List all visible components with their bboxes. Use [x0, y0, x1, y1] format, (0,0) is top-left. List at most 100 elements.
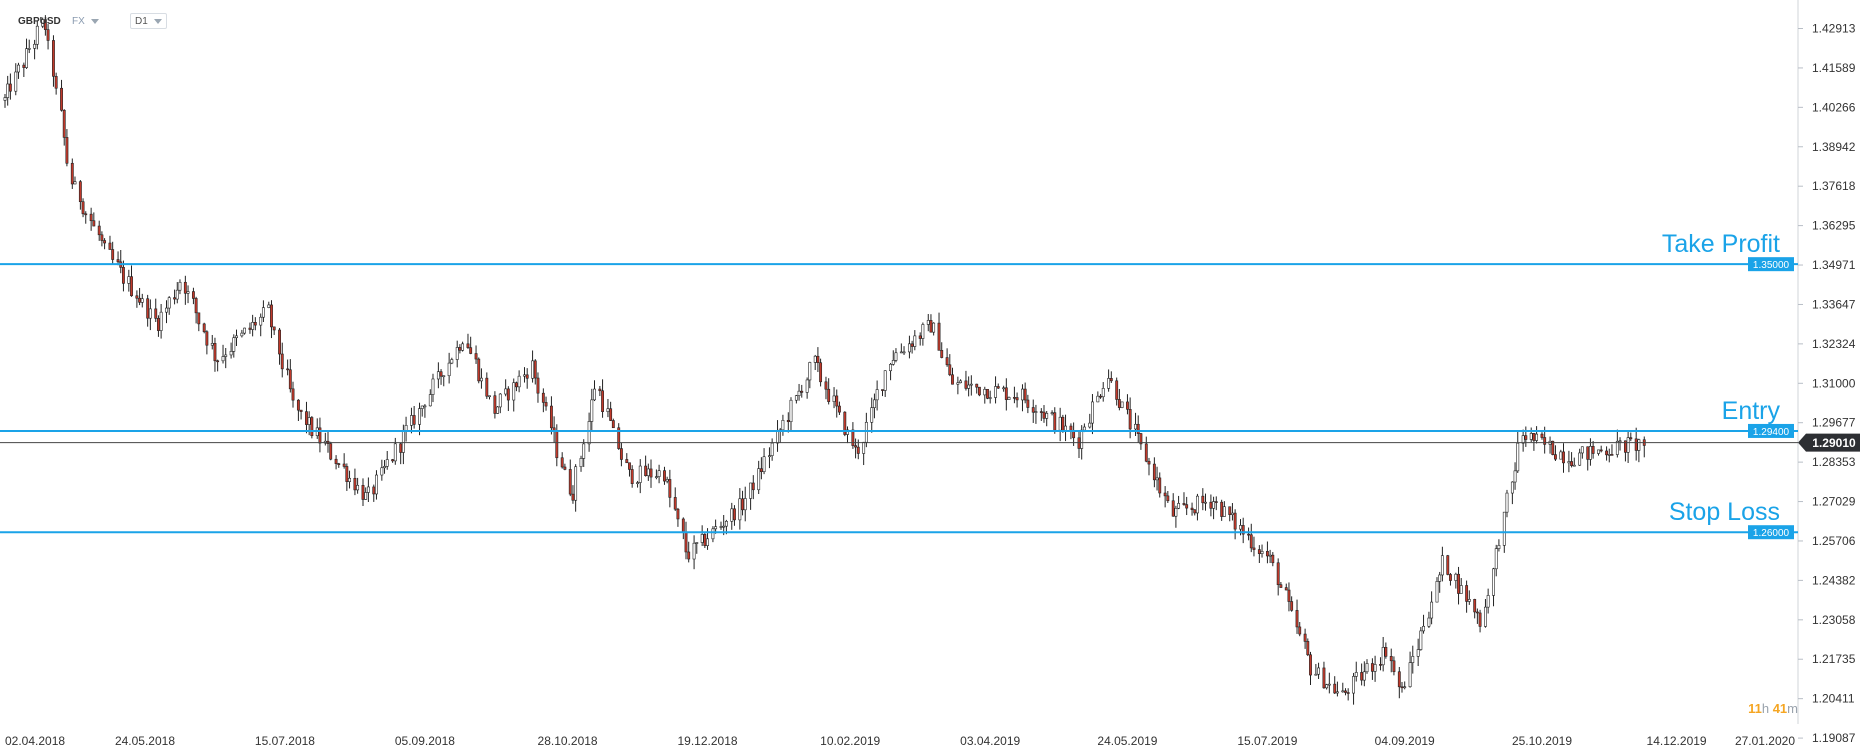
symbol-label[interactable]: GBPUSD — [18, 15, 61, 27]
candle-body-403 — [1521, 435, 1525, 444]
candle-body-317 — [1196, 495, 1199, 514]
candle-body-81 — [307, 417, 311, 425]
candle-body-156 — [590, 399, 594, 422]
candle-body-428 — [1615, 440, 1619, 455]
candle-body-378 — [1427, 617, 1431, 627]
candle-body-5 — [22, 64, 26, 68]
candle-body-293 — [1107, 378, 1111, 389]
candle-body-198 — [749, 482, 753, 499]
candle-body-6 — [25, 48, 28, 68]
candle-body-357 — [1346, 692, 1350, 694]
candle-body-267 — [1007, 397, 1011, 400]
candle-body-240 — [907, 343, 911, 353]
candle-body-292 — [1101, 388, 1105, 398]
candle-body-109 — [412, 415, 416, 425]
candle-body-65 — [248, 327, 252, 330]
candle-body-319 — [1204, 501, 1207, 504]
candle-body-414 — [1562, 451, 1565, 464]
candle-body-302 — [1139, 433, 1143, 445]
candlestick-series — [3, 15, 1646, 705]
candle-body-44 — [167, 297, 171, 309]
price-tick-label-5: 1.36295 — [1812, 219, 1856, 233]
candle-body-228 — [862, 441, 866, 454]
candle-body-303 — [1144, 443, 1148, 462]
candle-body-284 — [1072, 431, 1076, 439]
candle-body-143 — [541, 392, 545, 403]
candle-body-377 — [1422, 625, 1425, 632]
candle-body-117 — [442, 375, 446, 378]
price-tick-label-4: 1.37618 — [1812, 179, 1856, 193]
price-tick-label-16: 1.21735 — [1812, 652, 1856, 666]
candle-body-430 — [1623, 440, 1627, 453]
candle-body-76 — [288, 369, 292, 390]
candle-body-208 — [786, 420, 790, 423]
candle-body-427 — [1610, 454, 1614, 456]
candle-body-408 — [1540, 433, 1544, 438]
candle-body-133 — [504, 388, 508, 395]
candle-body-391 — [1475, 611, 1479, 614]
candle-body-367 — [1384, 647, 1388, 657]
candle-body-260 — [983, 388, 987, 396]
timeframe-selector[interactable]: D1 — [130, 13, 167, 29]
candle-body-399 — [1505, 492, 1509, 513]
candle-body-238 — [899, 351, 903, 354]
candle-body-279 — [1053, 412, 1057, 431]
candle-body-120 — [455, 347, 459, 360]
candle-body-63 — [240, 332, 244, 337]
candle-body-126 — [477, 358, 481, 382]
candle-body-375 — [1416, 649, 1420, 657]
candle-body-396 — [1494, 548, 1498, 570]
candle-body-181 — [684, 532, 688, 553]
candle-body-374 — [1411, 656, 1415, 663]
candle-body-26 — [100, 234, 104, 241]
candle-body-22 — [84, 213, 88, 216]
candle-body-368 — [1389, 656, 1393, 662]
candle-body-331 — [1249, 534, 1253, 549]
market-selector[interactable]: FX — [72, 12, 99, 30]
candle-body-20 — [78, 181, 82, 203]
price-tick-label-13: 1.25706 — [1812, 534, 1856, 548]
candle-body-227 — [856, 446, 860, 454]
candle-body-423 — [1597, 449, 1600, 454]
candle-body-393 — [1484, 606, 1487, 627]
candle-body-182 — [687, 551, 691, 560]
candle-body-230 — [870, 407, 874, 423]
stop-loss-price-label: 1.26000 — [1753, 528, 1790, 539]
candle-body-158 — [598, 388, 602, 392]
candle-body-194 — [733, 508, 736, 521]
candle-body-71 — [270, 304, 273, 328]
candle-body-424 — [1599, 449, 1603, 452]
candle-body-119 — [450, 359, 454, 364]
candle-body-294 — [1109, 378, 1113, 382]
candle-body-135 — [512, 382, 516, 401]
candle-body-180 — [681, 518, 685, 533]
candle-body-235 — [889, 363, 893, 372]
candle-body-310 — [1171, 500, 1175, 517]
time-axis: 02.04.2018 24.05.2018 15.07.2018 05.09.2018… — [5, 734, 1795, 748]
candle-body-362 — [1365, 663, 1369, 673]
candle-body-327 — [1233, 512, 1237, 530]
candle-body-137 — [517, 375, 521, 388]
take-profit-price-tag — [1748, 257, 1794, 272]
candle-body-90 — [342, 463, 346, 467]
candle-body-366 — [1381, 647, 1385, 666]
candle-body-87 — [329, 443, 333, 460]
candle-body-337 — [1271, 554, 1275, 564]
candle-body-369 — [1392, 660, 1396, 673]
candle-body-8 — [33, 43, 37, 49]
price-tick-label-18: 1.19087 — [1812, 731, 1856, 745]
candle-body-7 — [27, 48, 31, 50]
candle-body-381 — [1438, 574, 1442, 582]
candle-body-203 — [768, 455, 771, 458]
candle-body-104 — [393, 443, 397, 462]
candle-body-373 — [1408, 662, 1412, 688]
price-tick-label-9: 1.31000 — [1812, 376, 1856, 390]
price-tick-label-14: 1.24382 — [1812, 573, 1856, 587]
candle-body-336 — [1268, 554, 1272, 557]
candle-body-338 — [1276, 562, 1280, 585]
candle-body-57 — [216, 360, 220, 363]
candle-body-1 — [6, 83, 10, 98]
chevron-down-icon — [153, 18, 162, 24]
time-tick-label-13: 27.01.2020 — [1735, 734, 1795, 748]
